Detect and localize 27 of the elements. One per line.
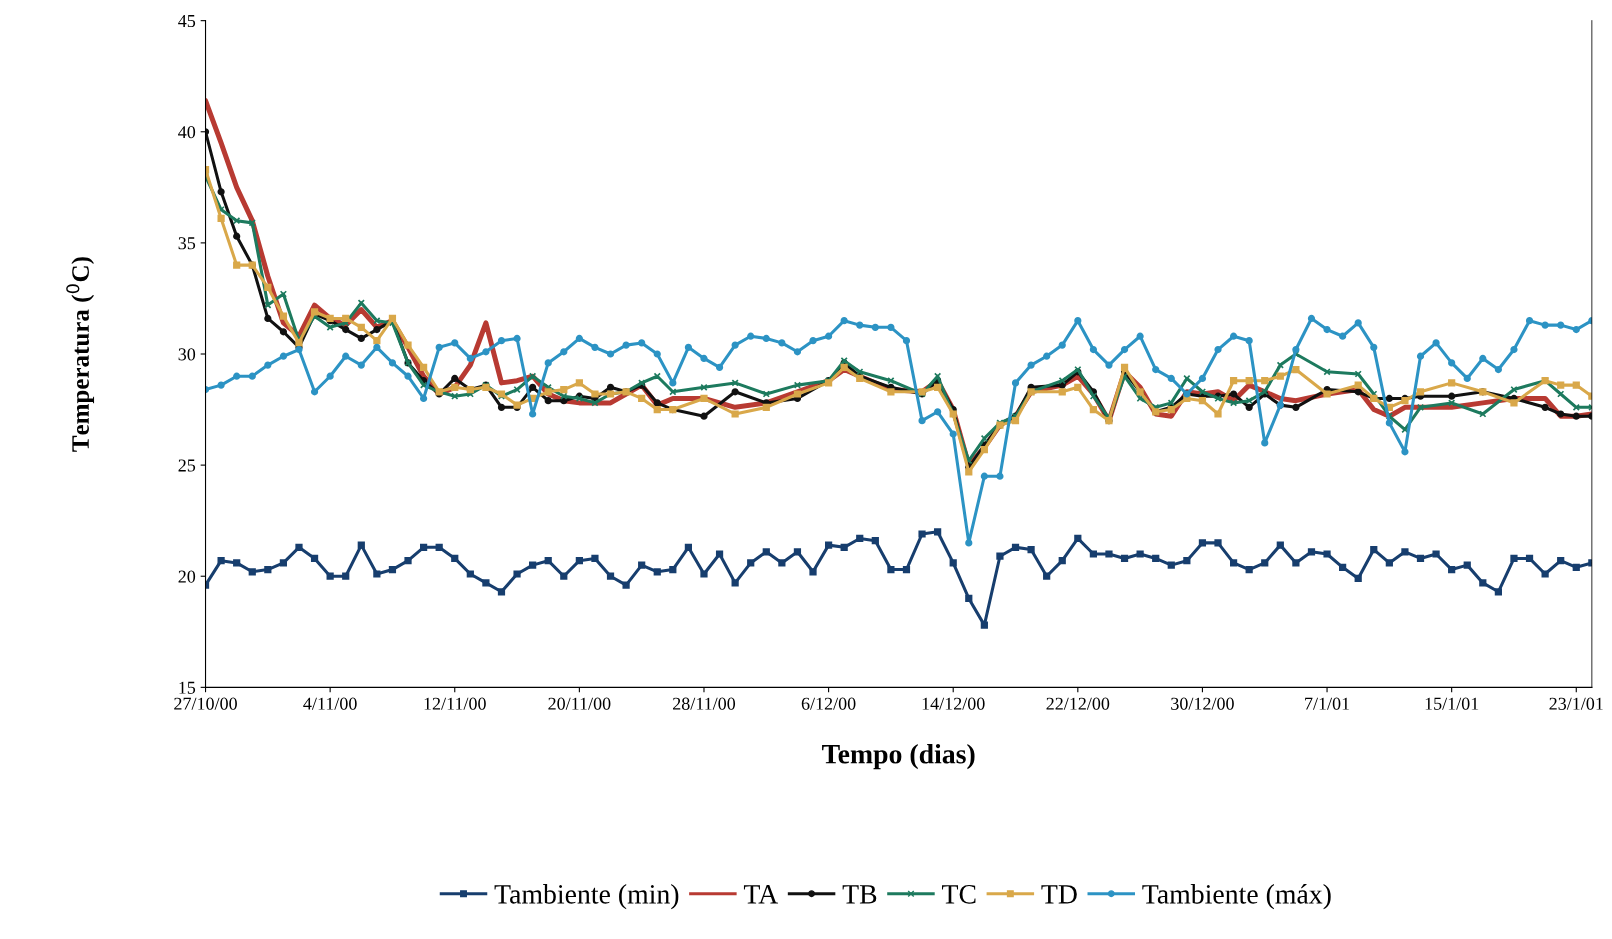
x-tick-label: 7/1/01 — [1305, 697, 1350, 710]
x-tick-label: 6/12/00 — [801, 697, 856, 710]
y-tick-label: 35 — [178, 237, 196, 250]
legend-label: Tambiente (máx) — [1142, 884, 1331, 910]
x-tick-label: 15/1/01 — [1425, 697, 1479, 710]
x-tick-label: 28/11/00 — [673, 697, 736, 710]
y-tick-label: 25 — [178, 459, 196, 472]
y-tick-label: 45 — [178, 15, 196, 28]
x-tick-label: 14/12/00 — [922, 697, 985, 710]
y-tick-label: 30 — [178, 348, 196, 361]
y-tick-label: 20 — [178, 570, 196, 583]
x-tick-label: 27/10/00 — [174, 697, 237, 710]
y-tick-label: 15 — [179, 681, 196, 694]
legend-label: TD — [1041, 885, 1077, 904]
y-axis-title: Temperatura ($^{0}$C) — [66, 257, 95, 452]
x-tick-label: 23/1/01 — [1549, 697, 1603, 710]
x-axis-title: Tempo (dias) — [822, 744, 975, 770]
x-tick-label: 12/11/00 — [424, 697, 486, 710]
x-tick-label: 30/12/00 — [1171, 697, 1234, 710]
legend-label: TC — [942, 885, 976, 904]
legend-label: Tambiente (min) — [494, 884, 679, 910]
legend-label: TA — [743, 885, 779, 904]
x-tick-label: 22/12/00 — [1046, 697, 1110, 710]
y-tick-label: 40 — [178, 126, 196, 139]
x-tick-label: 4/11/00 — [303, 697, 357, 710]
legend-label: TB — [842, 885, 877, 904]
x-tick-label: 20/11/00 — [548, 697, 611, 710]
